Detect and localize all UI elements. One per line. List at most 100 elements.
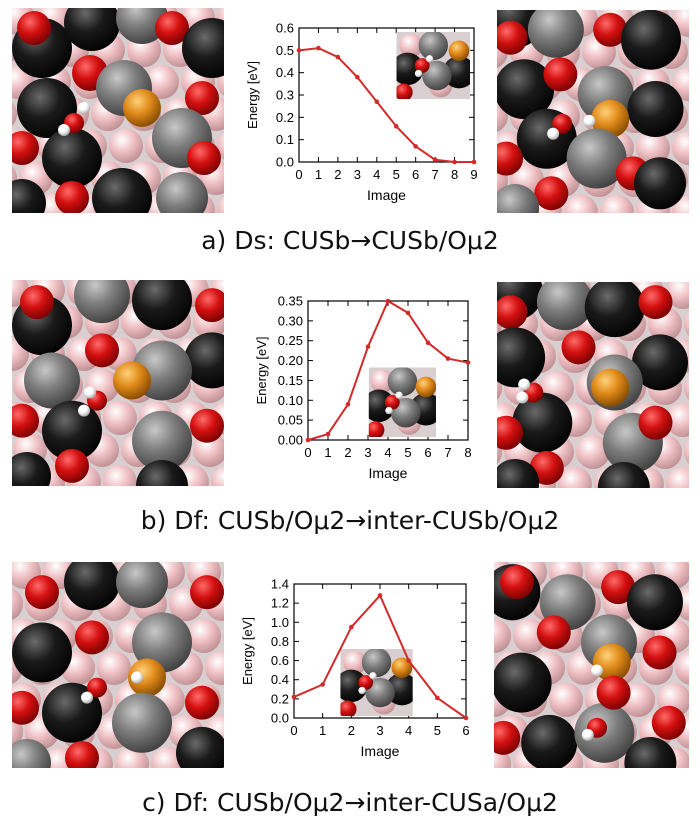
oxygen-atom (87, 677, 107, 698)
gray-atom (74, 280, 130, 324)
hydrogen-atom (131, 671, 143, 684)
hydrogen-atom (516, 391, 529, 404)
gray-atom (116, 562, 168, 609)
gray-atom (12, 738, 51, 768)
data-point (471, 159, 477, 165)
pink-atom (145, 65, 179, 99)
pink-atom (205, 651, 224, 685)
oxygen-atom (185, 685, 219, 720)
black-atom (64, 562, 120, 611)
oxygen-atom (358, 675, 374, 690)
oxygen-atom (396, 83, 413, 99)
pink-atom (600, 195, 634, 213)
structure-image-b-final (497, 282, 689, 488)
structure-image-c-initial (12, 562, 224, 768)
black-atom (632, 334, 689, 391)
black-atom (584, 282, 645, 338)
black-atom (626, 574, 683, 631)
pink-atom (223, 566, 224, 578)
hydrogen-atom (58, 124, 70, 136)
y-tick-label: 0.0 (276, 155, 294, 170)
y-tick-label: 0.0 (271, 711, 289, 726)
black-atom (132, 280, 192, 331)
y-tick-label: 1.2 (271, 596, 289, 611)
x-tick-label: 6 (462, 723, 469, 738)
black-atom (627, 81, 684, 138)
data-point (349, 624, 354, 630)
molecule-render (12, 8, 224, 213)
energy-chart-svg: 0 1 2 3 4 5 6 7 8 0.00 0.05 0.10 0.15 0.20 0.25 0.30 0.3… (254, 294, 472, 482)
hydrogen-atom (78, 102, 90, 114)
y-tick-label: 0.15 (278, 373, 303, 388)
molecule-render (12, 280, 224, 486)
gray-atom (422, 60, 452, 91)
data-point (405, 310, 411, 316)
x-tick-label: 8 (451, 167, 458, 182)
caption-c: c) Df: CUSb/Oμ2→inter-CUSa/Oμ2 (142, 788, 558, 817)
y-tick-label: 0.30 (278, 313, 303, 328)
data-point (413, 144, 418, 149)
x-tick-label: 5 (393, 167, 400, 182)
x-tick-label: 3 (364, 445, 371, 460)
x-tick-label: 7 (444, 445, 451, 460)
pink-atom (223, 630, 224, 642)
gray-atom (116, 8, 168, 44)
x-tick-label: 4 (405, 723, 412, 738)
hydrogen-atom (425, 55, 434, 63)
black-atom (12, 622, 72, 683)
hydrogen-atom (81, 691, 93, 704)
black-atom (64, 8, 120, 51)
data-point (425, 340, 431, 345)
x-tick-label: 4 (373, 167, 380, 182)
oxygen-atom (55, 448, 89, 483)
data-point (296, 48, 302, 53)
pink-atom (558, 467, 592, 488)
oxygen-atom (190, 575, 224, 610)
gold-atom (591, 99, 630, 138)
gray-atom (497, 184, 540, 213)
data-point (465, 360, 471, 365)
black-atom (512, 392, 573, 453)
oxygen-atom (593, 12, 628, 47)
x-tick-label: 2 (334, 167, 341, 182)
oxygen-atom (25, 575, 59, 610)
data-point (365, 344, 371, 349)
black-atom (521, 714, 578, 768)
oxygen-atom (536, 615, 571, 650)
data-point (385, 298, 391, 304)
data-point (345, 401, 351, 407)
hydrogen-atom (385, 406, 393, 415)
oxygen-atom (187, 141, 221, 175)
data-point (393, 123, 399, 129)
pink-atom (494, 619, 511, 653)
hydrogen-atom (84, 386, 96, 399)
y-tick-label: 0.05 (278, 413, 303, 428)
molecule-render (497, 282, 689, 488)
data-point (445, 356, 451, 361)
y-tick-label: 0.4 (271, 672, 289, 687)
oxygen-atom (534, 176, 569, 211)
data-point (432, 157, 438, 163)
gray-atom (387, 367, 418, 397)
gold-atom (415, 376, 436, 398)
black-atom (12, 179, 46, 213)
hydrogen-atom (581, 728, 594, 741)
y-tick-label: 0.6 (276, 21, 294, 36)
data-point (377, 593, 383, 598)
pink-atom (103, 401, 137, 435)
oxygen-atom (596, 675, 631, 710)
gray-atom (527, 10, 584, 58)
pink-atom (12, 588, 23, 620)
molecule-render (12, 562, 224, 768)
gray-atom (365, 677, 395, 708)
oxygen-atom (85, 333, 119, 368)
hydrogen-atom (395, 391, 403, 399)
oxygen-atom (494, 720, 521, 755)
y-axis-label: Energy [eV] (254, 337, 269, 405)
pink-atom (211, 465, 224, 486)
oxygen-atom (497, 20, 528, 55)
oxygen-atom (55, 181, 89, 213)
oxygen-atom (497, 295, 528, 330)
oxygen-atom (552, 113, 573, 134)
oxygen-atom (651, 705, 686, 740)
